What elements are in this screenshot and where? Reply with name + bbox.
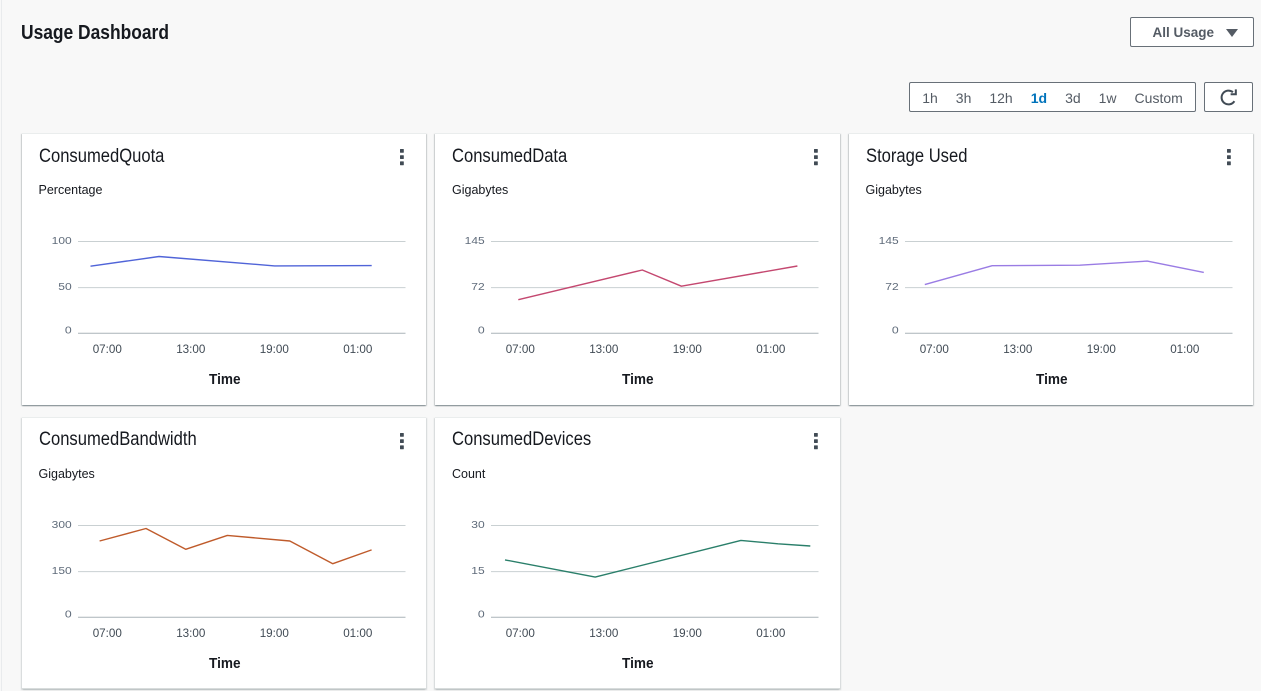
svg-text:01:00: 01:00 [1170, 342, 1200, 356]
svg-text:0: 0 [478, 609, 485, 620]
svg-text:07:00: 07:00 [919, 342, 949, 356]
svg-text:72: 72 [471, 282, 485, 293]
svg-text:150: 150 [51, 566, 72, 577]
svg-text:Time: Time [209, 371, 241, 388]
svg-text:145: 145 [878, 236, 899, 247]
svg-text:07:00: 07:00 [506, 625, 536, 639]
svg-text:07:00: 07:00 [92, 342, 122, 356]
svg-text:Time: Time [622, 654, 654, 671]
svg-text:Time: Time [1036, 371, 1068, 388]
svg-text:01:00: 01:00 [343, 342, 373, 356]
svg-text:Time: Time [209, 654, 241, 671]
svg-text:01:00: 01:00 [756, 342, 786, 356]
svg-text:30: 30 [471, 520, 485, 531]
svg-text:13:00: 13:00 [589, 342, 619, 356]
svg-text:19:00: 19:00 [259, 342, 289, 356]
svg-text:0: 0 [64, 325, 71, 336]
svg-text:0: 0 [478, 325, 485, 336]
svg-text:13:00: 13:00 [1003, 342, 1033, 356]
svg-text:50: 50 [58, 282, 72, 293]
svg-text:13:00: 13:00 [176, 342, 206, 356]
svg-text:Time: Time [622, 371, 654, 388]
svg-text:19:00: 19:00 [259, 625, 289, 639]
svg-text:100: 100 [51, 236, 72, 247]
svg-text:01:00: 01:00 [343, 625, 373, 639]
svg-text:01:00: 01:00 [756, 625, 786, 639]
svg-text:07:00: 07:00 [92, 625, 122, 639]
svg-text:0: 0 [64, 609, 71, 620]
svg-text:145: 145 [465, 236, 486, 247]
svg-text:15: 15 [471, 566, 485, 577]
svg-text:0: 0 [891, 325, 898, 336]
svg-text:13:00: 13:00 [589, 625, 619, 639]
svg-text:07:00: 07:00 [506, 342, 536, 356]
svg-text:19:00: 19:00 [673, 342, 703, 356]
svg-text:72: 72 [885, 282, 899, 293]
svg-text:13:00: 13:00 [176, 625, 206, 639]
svg-text:19:00: 19:00 [1086, 342, 1116, 356]
svg-text:300: 300 [51, 520, 72, 531]
svg-text:19:00: 19:00 [673, 625, 703, 639]
